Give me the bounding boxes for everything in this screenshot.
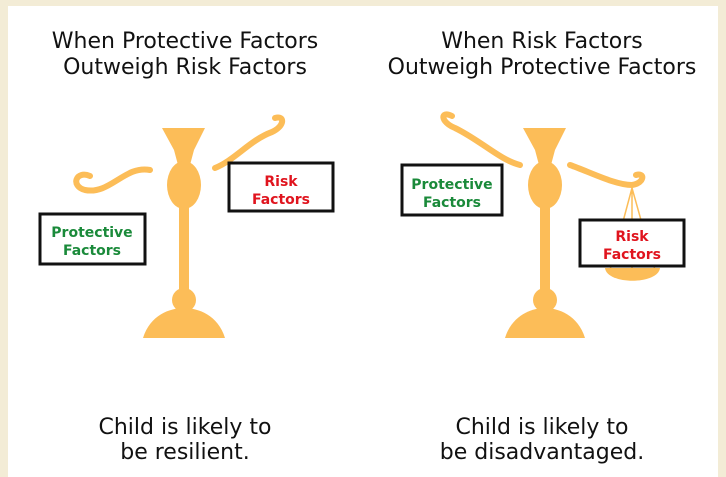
risk-label: Risk <box>615 229 649 245</box>
caption: Child is likely to <box>456 415 629 440</box>
caption: be disadvantaged. <box>440 440 645 465</box>
diagram: When Protective Factors Outweigh Risk Fa… <box>0 0 726 477</box>
title: Outweigh Risk Factors <box>63 55 307 80</box>
protective-label: Factors <box>423 195 481 211</box>
caption: be resilient. <box>120 440 250 465</box>
risk-label: Factors <box>252 192 310 208</box>
risk-label: Risk <box>264 174 298 190</box>
protective-label: Factors <box>63 243 121 259</box>
caption: Child is likely to <box>99 415 272 440</box>
title: Outweigh Protective Factors <box>388 55 697 80</box>
protective-label: Protective <box>411 177 492 193</box>
title: When Protective Factors <box>52 29 318 54</box>
protective-label: Protective <box>51 225 132 241</box>
risk-label: Factors <box>603 247 661 263</box>
title: When Risk Factors <box>441 29 643 54</box>
